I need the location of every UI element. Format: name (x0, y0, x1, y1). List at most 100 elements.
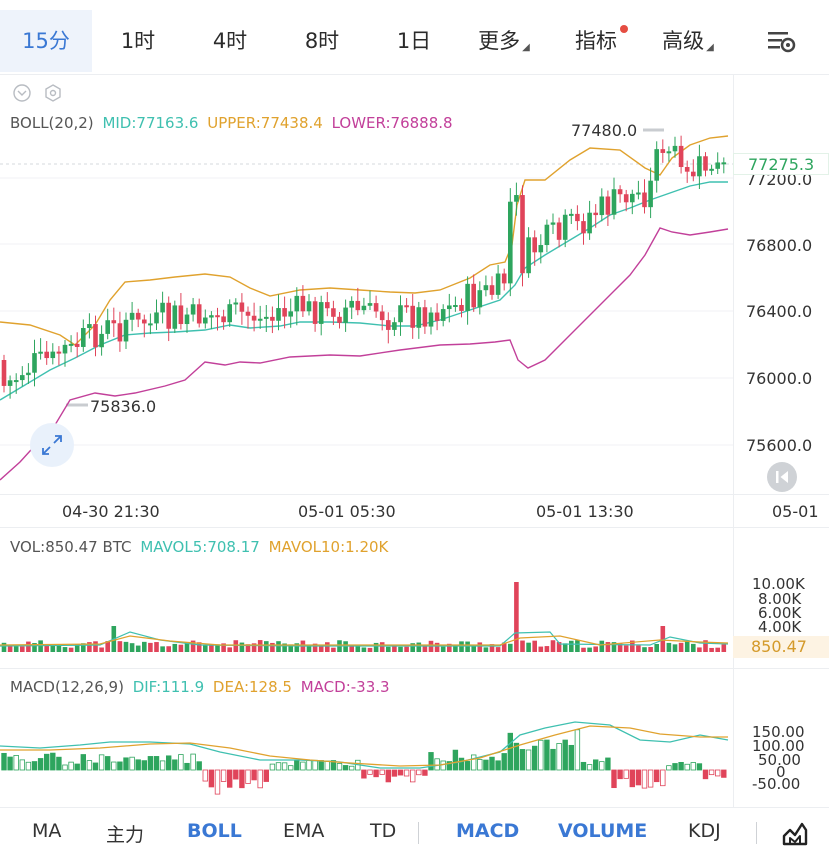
candle-body (44, 351, 49, 359)
candle-body (501, 273, 507, 284)
macd-histogram-bar (367, 769, 373, 775)
macd-histogram-bar (208, 769, 215, 788)
macd-histogram-bar (111, 761, 117, 771)
volume-bar (343, 641, 348, 652)
macd-histogram-bar (477, 759, 483, 771)
indicator-main-force[interactable]: 主力 (106, 824, 145, 846)
volume-bar (447, 643, 452, 652)
candle-body (117, 323, 123, 342)
macd-histogram-bar (86, 760, 93, 771)
indicator-boll[interactable]: BOLL (187, 820, 242, 842)
indicator-macd[interactable]: MACD (456, 820, 520, 842)
indicator-volume[interactable]: VOLUME (558, 820, 648, 842)
macd-histogram-bar (641, 769, 648, 789)
candle-body (514, 195, 519, 202)
volume-bar (465, 641, 470, 652)
volume-bar (50, 644, 56, 652)
macd-histogram-bar (25, 761, 32, 771)
volume-bar (392, 645, 397, 652)
candle-body (264, 316, 269, 319)
macd-histogram-bar (403, 769, 410, 777)
macd-histogram-bar (611, 769, 617, 789)
macd-histogram-bar (226, 769, 233, 788)
candle-body (111, 320, 117, 324)
volume-bar (520, 640, 525, 652)
volume-bar (99, 647, 104, 652)
macd-histogram-bar (464, 761, 471, 771)
macd-histogram-bar (275, 762, 282, 771)
jump-to-latest-icon[interactable] (767, 462, 797, 492)
macd-histogram-bar (593, 759, 599, 771)
macd-histogram-bar (550, 748, 556, 771)
candle-body (190, 304, 196, 315)
tab-8h[interactable]: 8时 (304, 29, 340, 53)
tab-1d[interactable]: 1日 (396, 29, 432, 53)
macd-histogram-bar (513, 742, 520, 771)
candle-body (331, 308, 336, 317)
volume-bar (398, 646, 403, 652)
tab-4h[interactable]: 4时 (212, 29, 248, 53)
volume-bar (184, 642, 190, 652)
volume-bar (648, 647, 653, 652)
macd-histogram-bar (300, 761, 306, 771)
candle-body (660, 149, 666, 153)
tab-indicators[interactable]: 指标 (558, 10, 634, 72)
candle-body (721, 162, 727, 165)
volume-bar (44, 645, 49, 652)
macd-dea-line (0, 725, 728, 767)
macd-histogram-bar (68, 761, 74, 771)
macd-dea: DEA:128.5 (212, 678, 292, 696)
volume-bar (74, 644, 80, 652)
macd-histogram-bar (251, 769, 257, 781)
candle-body (440, 309, 446, 321)
volume-bar (386, 646, 391, 652)
macd-histogram-bar (19, 759, 25, 771)
tab-more[interactable]: 更多 ◢ (478, 29, 530, 53)
candle-body (538, 245, 544, 253)
candle-body (288, 311, 293, 317)
candle-body (135, 312, 141, 320)
indicator-td[interactable]: TD (370, 820, 397, 842)
indicator-kdj[interactable]: KDJ (688, 820, 721, 842)
chart-style-icon[interactable] (780, 818, 810, 848)
volume-bar (666, 642, 672, 652)
macd-histogram-bar (519, 749, 526, 771)
volume-bar (160, 646, 165, 652)
candle-body (337, 316, 342, 323)
volume-bar (623, 645, 629, 652)
macd-histogram-bar (74, 763, 80, 771)
macd-histogram-bar (129, 756, 135, 771)
macd-histogram-bar (1, 752, 7, 771)
volume-bar (239, 642, 245, 652)
indicator-ma[interactable]: MA (32, 820, 62, 842)
tab-advanced[interactable]: 高级 ◢ (662, 29, 714, 53)
volume-bar (678, 642, 684, 652)
volume-bar (26, 641, 31, 652)
volume-bar (1, 642, 7, 652)
macd-histogram-bar (654, 769, 660, 783)
macd-histogram-bar (153, 756, 160, 771)
macd-histogram-bar (647, 769, 654, 788)
mavol10-line (0, 635, 729, 646)
volume-bar (459, 641, 464, 652)
macd-histogram-bar (422, 769, 428, 776)
macd-histogram-bar (336, 763, 343, 771)
divider (418, 822, 419, 844)
axis-divider (733, 74, 734, 807)
expand-icon[interactable] (30, 423, 74, 467)
chart-settings-icon[interactable] (766, 28, 798, 56)
volume-bar (593, 646, 598, 652)
macd-histogram-bar (263, 769, 269, 782)
tab-15m[interactable]: 15分 (0, 10, 92, 72)
macd-histogram-bar (159, 760, 166, 771)
tab-1h[interactable]: 1时 (120, 29, 156, 53)
indicator-ema[interactable]: EMA (283, 820, 325, 842)
boll-title: BOLL(20,2) (10, 114, 94, 132)
candle-body (386, 320, 391, 330)
volume-bar (684, 641, 690, 652)
vol-axis-label: 10.00K (752, 575, 805, 593)
volume-bar (294, 643, 300, 652)
volume-bar (318, 645, 324, 652)
macd-histogram-bar (715, 769, 721, 777)
